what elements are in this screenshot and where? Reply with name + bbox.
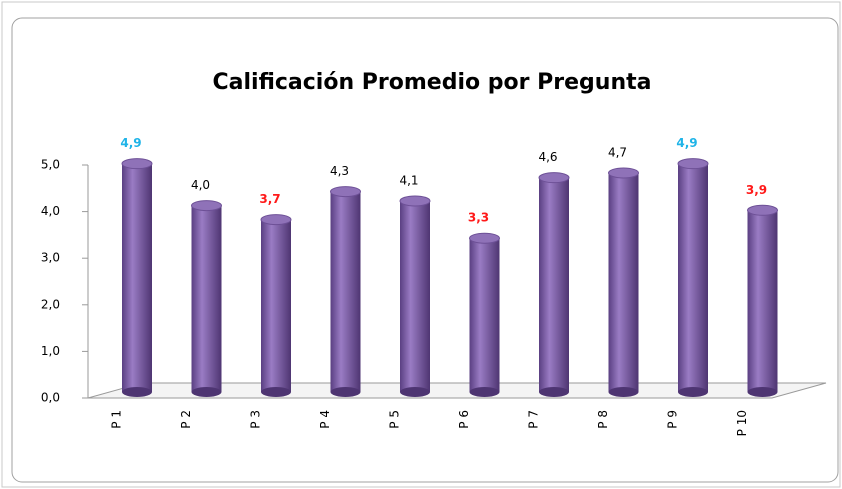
bar-base — [539, 387, 569, 397]
y-tick-label: 0,0 — [41, 391, 60, 405]
value-label: 3,3 — [468, 211, 489, 225]
bar — [400, 200, 430, 392]
bar — [678, 163, 708, 392]
bar — [747, 210, 778, 392]
x-tick-label: P 9 — [666, 410, 680, 429]
bar-top — [330, 186, 361, 198]
y-tick-label: 1,0 — [41, 344, 60, 358]
chart-title: Calificación Promedio por Pregunta — [213, 70, 652, 95]
bar-top — [399, 195, 431, 207]
bar-top — [608, 167, 639, 179]
bar-base — [261, 387, 291, 397]
x-tick-label: P 7 — [527, 410, 541, 429]
bar — [539, 177, 569, 392]
x-tick-label: P 6 — [457, 410, 471, 429]
bar — [330, 191, 361, 392]
value-label: 4,9 — [676, 136, 697, 150]
bar-base — [678, 387, 708, 397]
value-label: 4,0 — [191, 178, 210, 192]
value-label: 3,9 — [746, 183, 767, 197]
x-tick-label: P 8 — [596, 410, 610, 429]
value-label: 4,3 — [330, 164, 349, 178]
bar-base — [191, 387, 222, 397]
bar-base — [469, 387, 500, 397]
bar-top — [747, 204, 778, 216]
bar-top — [538, 172, 570, 184]
y-tick-label: 4,0 — [41, 204, 60, 218]
bar-base — [400, 387, 430, 397]
x-tick-label: P 1 — [110, 410, 124, 429]
value-label: 4,9 — [120, 136, 141, 150]
bar — [261, 219, 291, 392]
x-tick-label: P 10 — [735, 410, 749, 436]
bar-base — [608, 387, 639, 397]
bar — [122, 163, 152, 392]
y-tick-label: 5,0 — [41, 158, 60, 172]
bar-base — [330, 387, 361, 397]
bar — [191, 205, 222, 392]
x-tick-label: P 2 — [179, 410, 193, 429]
bar-top — [191, 200, 222, 212]
bar-base — [747, 387, 778, 397]
bar — [469, 238, 500, 392]
bar-top — [260, 214, 292, 226]
value-label: 3,7 — [259, 192, 280, 206]
value-label: 4,6 — [538, 150, 557, 164]
y-tick-label: 3,0 — [41, 251, 60, 265]
bar-top — [121, 158, 153, 170]
x-tick-label: P 3 — [249, 410, 263, 429]
value-label: 4,1 — [399, 173, 418, 187]
bar-top — [469, 232, 500, 244]
value-label: 4,7 — [608, 145, 627, 159]
x-tick-label: P 4 — [318, 410, 332, 429]
bar-top — [677, 158, 709, 170]
x-tick-label: P 5 — [388, 410, 402, 429]
y-tick-label: 2,0 — [41, 297, 60, 311]
bar — [608, 172, 639, 392]
bar-base — [122, 387, 152, 397]
